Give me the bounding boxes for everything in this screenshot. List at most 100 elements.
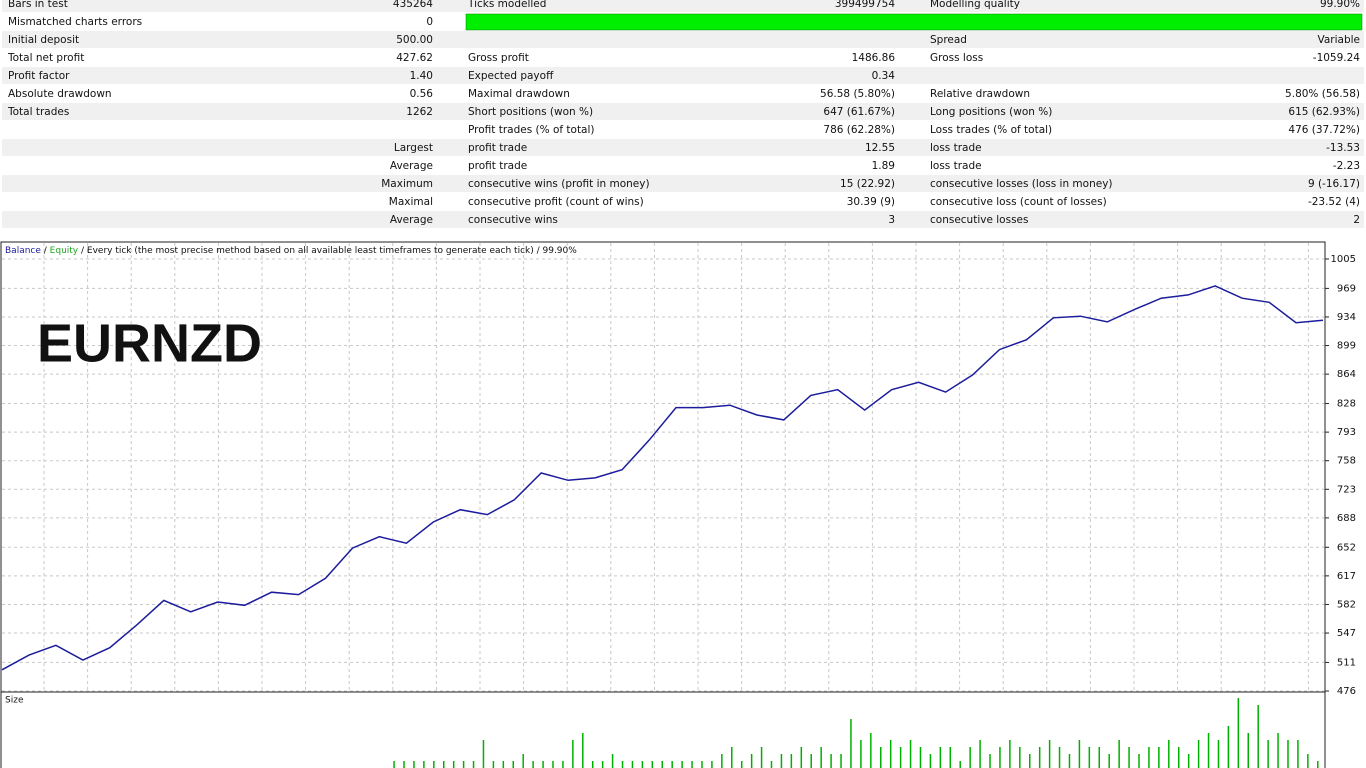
table-cell: Bars in test [8,0,68,10]
size-bar [691,761,693,768]
size-bar [1138,754,1140,768]
table-cell: 15 (22.92) [840,178,895,190]
table-cell: 647 (61.67%) [823,106,895,118]
balance-chart: 1005 969 934 899 864 828 793 758 723 688 652 617 582… [1,246,1356,697]
size-bar [899,747,902,768]
table-row [2,175,1364,192]
table-cell: Largest [394,142,433,154]
legend-equity: Equity [50,246,79,256]
size-bar [989,754,991,768]
size-bar [1028,754,1031,768]
size-bar [810,754,812,768]
size-bar [1217,740,1220,768]
size-bar [979,740,981,768]
size-bar [452,761,455,768]
table-cell: 0 [426,16,433,28]
table-cell: 1.89 [872,160,895,172]
table-cell: Average [390,160,433,172]
size-bar [502,761,505,768]
size-bar [1048,740,1051,768]
size-bar [770,761,773,768]
size-bar [1088,747,1091,768]
table-cell: 56.58 (5.80%) [820,88,895,100]
size-bar [492,761,495,768]
table-cell: 1486.86 [852,52,896,64]
size-bar [1158,747,1160,768]
size-bar [532,761,534,768]
table-row [2,85,1364,102]
table-cell: profit trade [468,142,527,154]
size-bar [1227,726,1230,768]
size-bar [999,747,1001,768]
legend-balance: Balance [5,246,41,256]
size-bar [621,761,624,768]
table-row [2,139,1364,156]
y-tick-label: 864 [1337,369,1356,380]
size-panel-frame [0,691,1326,768]
size-bar [681,761,683,768]
table-cell: consecutive losses [930,214,1028,226]
size-bar [1237,698,1240,768]
size-bar [701,761,703,768]
y-tick-label: 511 [1337,657,1356,668]
table-cell: Average [390,214,433,226]
size-bar [1277,733,1279,768]
size-bar [939,747,942,768]
table-cell: 3 [888,214,895,226]
size-bar [1058,747,1061,768]
size-bar [1128,747,1130,768]
size-bar [462,761,465,768]
size-bar [641,761,644,768]
table-cell: Maximal drawdown [468,88,570,100]
y-tick-label: 652 [1337,542,1356,553]
size-bar [631,761,634,768]
table-cell: 786 (62.28%) [823,124,895,136]
size-bar [830,754,832,768]
size-bar [1187,754,1190,768]
table-cell: consecutive profit (count of wins) [468,196,644,208]
table-cell: Maximal [389,196,433,208]
size-bar [393,761,395,768]
table-cell: 0.56 [410,88,434,100]
table-cell: 0.34 [872,70,896,82]
table-cell: consecutive losses (loss in money) [930,178,1113,190]
table-cell: Total trades [7,106,69,118]
size-bar [423,761,425,768]
size-bar [1078,740,1081,768]
table-cell: 427.62 [396,52,433,64]
table-cell: -1059.24 [1313,52,1361,64]
table-cell: Initial deposit [8,34,79,46]
modelling-quality-bar [465,13,1363,31]
table-cell: 9 (-16.17) [1308,178,1360,190]
table-cell: profit trade [468,160,527,172]
table-cell: 500.00 [396,34,433,46]
size-bar [731,747,733,768]
size-bar [512,761,515,768]
table-row [2,193,1364,210]
table-cell: Expected payoff [468,70,554,82]
size-bar [591,761,594,768]
size-bar [522,754,524,768]
y-tick-label: 547 [1337,628,1356,639]
size-bar [880,747,882,768]
table-cell: Ticks modelled [467,0,546,10]
size-bar [611,754,614,768]
size-bar [1307,754,1309,768]
y-tick-label: 688 [1337,513,1356,524]
size-bar [909,740,912,768]
y-tick-label: 582 [1337,599,1356,610]
table-cell: 12.55 [865,142,895,154]
table-cell: 1.40 [410,70,433,82]
legend-subtitle: / Every tick (the most precise method ba… [78,246,577,256]
size-bar [750,754,753,768]
table-row [2,0,1364,12]
size-bar [740,761,743,768]
chart-legend: Balance / Equity / Every tick (the most … [5,246,577,256]
legend-separator: / [41,246,50,256]
size-bar [840,754,842,768]
size-bar [1148,747,1150,768]
table-cell: -23.52 (4) [1308,196,1360,208]
size-bar [800,747,803,768]
size-bar [1287,740,1289,768]
size-bar [760,747,763,768]
